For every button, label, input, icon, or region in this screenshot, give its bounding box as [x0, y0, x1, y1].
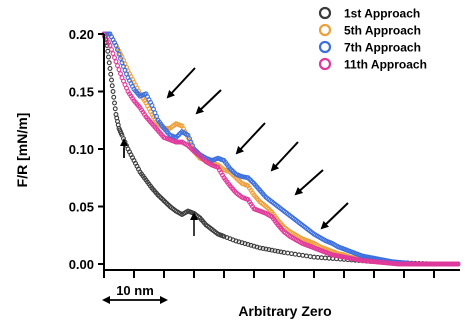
- legend-marker: [318, 57, 332, 71]
- data-point: [109, 83, 115, 89]
- data-point: [105, 48, 111, 54]
- data-point: [107, 66, 113, 71]
- annotation-arrow: [320, 202, 349, 230]
- data-point: [116, 51, 122, 57]
- y-tick-label: 0.20: [69, 27, 94, 42]
- data-point: [115, 47, 120, 53]
- data-point: [106, 54, 111, 60]
- data-point: [254, 244, 260, 250]
- x-axis-title: Arbitrary Zero: [238, 303, 331, 319]
- data-point: [257, 245, 263, 251]
- data-point: [248, 242, 254, 248]
- annotation-arrow: [166, 67, 196, 99]
- x-ticks: [103, 270, 435, 278]
- data-point: [278, 249, 284, 255]
- data-point: [108, 71, 114, 77]
- legend-label: 7th Approach: [344, 41, 421, 55]
- data-point: [115, 63, 120, 69]
- data-point: [266, 247, 272, 253]
- data-point: [263, 246, 269, 252]
- data-point: [251, 243, 257, 249]
- data-point: [245, 242, 251, 247]
- data-point: [296, 252, 302, 258]
- legend-marker: [318, 40, 332, 54]
- data-point: [109, 47, 114, 52]
- data-point: [116, 67, 122, 73]
- data-point: [118, 71, 123, 77]
- data-point: [113, 59, 119, 65]
- data-point: [242, 241, 248, 247]
- legend-label: 1st Approach: [344, 7, 420, 21]
- legend-marker: [318, 6, 332, 20]
- legend-label: 11th Approach: [344, 58, 427, 72]
- y-ticks: 0.00 0.05 0.10 0.15 0.20: [69, 27, 104, 272]
- data-point: [292, 251, 298, 257]
- data-point: [106, 60, 112, 66]
- data-point: [109, 77, 114, 83]
- data-point: [307, 254, 313, 259]
- legend-label: 5th Approach: [344, 24, 421, 38]
- y-tick-label: 0.15: [69, 85, 94, 100]
- data-point: [110, 89, 116, 94]
- y-tick-label: 0.10: [69, 142, 94, 157]
- data-point: [239, 240, 245, 246]
- annotation-arrow: [270, 141, 299, 172]
- data-point: [272, 248, 278, 254]
- data-point: [304, 253, 309, 259]
- data-point: [112, 106, 118, 112]
- data-point: [260, 246, 266, 251]
- annotation-arrow: [235, 122, 266, 155]
- data-point: [269, 247, 275, 253]
- y-axis-title: F/R [mN/m]: [14, 113, 30, 188]
- data-point: [455, 261, 461, 267]
- y-tick-label: 0.00: [69, 257, 94, 272]
- data-point: [112, 55, 117, 61]
- data-point: [285, 250, 291, 256]
- legend: 1st Approach 5th Approach 7th Approach 11th…: [318, 6, 427, 72]
- annotation-arrow: [294, 169, 324, 196]
- annotation-arrow: [195, 89, 222, 115]
- series-4: [101, 31, 461, 267]
- data-point: [118, 55, 123, 61]
- data-point: [112, 100, 117, 106]
- data-point: [275, 248, 281, 254]
- data-point: [236, 239, 242, 245]
- y-tick-label: 0.05: [69, 200, 94, 215]
- data-point: [111, 94, 117, 100]
- annotation-arrows: [120, 67, 349, 236]
- scale-bar-label: 10 nm: [116, 283, 154, 298]
- data-point: [300, 252, 306, 258]
- data-point: [233, 238, 239, 244]
- legend-marker: [318, 23, 332, 37]
- scale-bar: 10 nm: [102, 283, 168, 304]
- data-point: [289, 251, 294, 257]
- series-layer: [101, 31, 461, 267]
- data-point: [113, 43, 119, 48]
- data-point: [110, 51, 116, 56]
- data-point: [107, 43, 113, 48]
